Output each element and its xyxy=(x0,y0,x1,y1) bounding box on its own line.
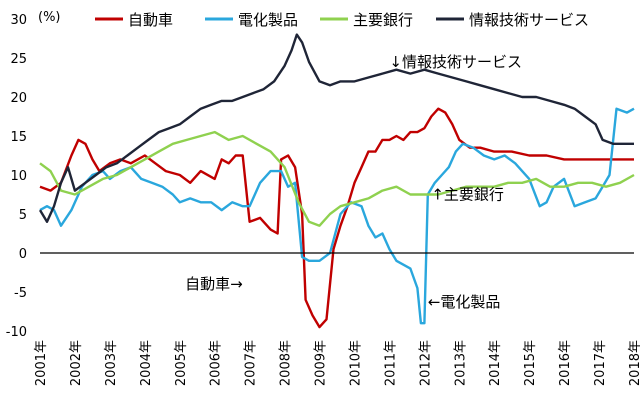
legend-label-3: 情報技術サービス xyxy=(469,11,589,29)
x-axis-ticks: 2001年 2002年 2003年 2004年 2005年 2006年 2007年 2008年… xyxy=(34,340,640,386)
legend-label-1: 電化製品 xyxy=(238,11,298,29)
y-tick-label: 0 xyxy=(19,247,27,262)
x-tick-label: 2009年 xyxy=(314,340,329,386)
y-tick-label: -10 xyxy=(6,325,27,340)
x-tick-label: 2015年 xyxy=(523,340,538,386)
y-axis-ticks: -10 -5 0 5 10 15 20 25 30 xyxy=(6,13,27,340)
x-tick-label: 2016年 xyxy=(558,340,573,386)
annotation-2: 自動車→ xyxy=(185,275,243,293)
legend: 自動車 電化製品 主要銀行 情報技術サービス xyxy=(95,11,589,29)
x-tick-label: 2003年 xyxy=(104,340,119,386)
legend-label-2: 主要銀行 xyxy=(353,11,413,29)
y-tick-label: 20 xyxy=(10,91,27,106)
series-line-1 xyxy=(39,107,635,325)
x-tick-label: 2006年 xyxy=(209,340,224,386)
x-tick-label: 2011年 xyxy=(383,340,398,386)
x-tick-label: 2017年 xyxy=(593,340,608,386)
series-line-3 xyxy=(38,33,634,223)
x-tick-label: 2004年 xyxy=(139,340,154,386)
y-axis-unit-label: (%) xyxy=(38,10,61,25)
annotation-0: ↓情報技術サービス xyxy=(389,53,522,71)
series-group xyxy=(38,33,635,329)
x-tick-label: 2002年 xyxy=(69,340,84,386)
series-line-0 xyxy=(39,107,634,329)
series-line-2 xyxy=(39,130,635,227)
x-tick-label: 2012年 xyxy=(418,340,433,386)
y-tick-label: 30 xyxy=(10,13,27,28)
x-tick-label: 2018年 xyxy=(628,340,640,386)
y-tick-label: -5 xyxy=(14,286,27,301)
x-tick-label: 2008年 xyxy=(279,340,294,386)
x-tick-label: 2010年 xyxy=(348,340,363,386)
y-tick-label: 15 xyxy=(10,130,27,145)
y-tick-label: 10 xyxy=(10,169,27,184)
annotation-3: ←電化製品 xyxy=(428,293,501,311)
x-tick-label: 2007年 xyxy=(244,340,259,386)
y-tick-label: 25 xyxy=(10,52,27,67)
x-tick-label: 2013年 xyxy=(453,340,468,386)
x-tick-label: 2005年 xyxy=(174,340,189,386)
annotation-1: ↑主要銀行 xyxy=(431,186,504,204)
y-tick-label: 5 xyxy=(19,208,27,223)
x-tick-label: 2001年 xyxy=(34,340,49,386)
x-tick-label: 2014年 xyxy=(488,340,503,386)
legend-label-0: 自動車 xyxy=(128,11,173,29)
